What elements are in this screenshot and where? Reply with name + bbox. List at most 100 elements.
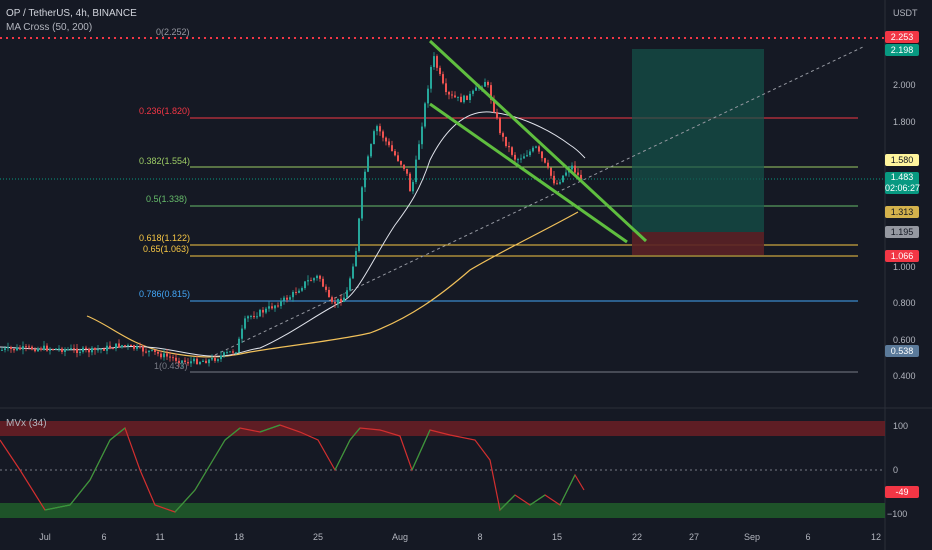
candle-body bbox=[496, 112, 498, 119]
long-position-target-zone[interactable] bbox=[632, 49, 764, 232]
candle-body bbox=[556, 183, 558, 185]
candle-body bbox=[235, 352, 237, 354]
candle-body bbox=[292, 291, 294, 298]
candle-body bbox=[25, 346, 27, 348]
mvx-rising-segment bbox=[44, 504, 71, 511]
candle-body bbox=[238, 338, 240, 353]
candle-body bbox=[298, 290, 300, 293]
fib-label-05: 0.5(1.338) bbox=[146, 194, 188, 204]
price-tick: 1.800 bbox=[893, 117, 916, 127]
candle-body bbox=[571, 165, 573, 170]
candle-body bbox=[253, 315, 255, 318]
time-tick: 12 bbox=[870, 532, 882, 542]
price-tick: 0.400 bbox=[893, 371, 916, 381]
overbought-zone bbox=[0, 421, 885, 436]
candle-body bbox=[547, 162, 549, 168]
candle-body bbox=[115, 343, 117, 349]
mvx-rising-segment bbox=[259, 424, 281, 433]
candle-body bbox=[232, 351, 234, 353]
candle-body bbox=[58, 348, 60, 350]
fib-label-0236: 0.236(1.820) bbox=[139, 106, 191, 116]
candle-body bbox=[184, 360, 186, 363]
candle-body bbox=[355, 251, 357, 267]
candle-body bbox=[145, 351, 147, 353]
candle-body bbox=[1, 349, 3, 351]
candle-body bbox=[31, 346, 33, 350]
candle-body bbox=[106, 345, 108, 351]
candle-body bbox=[553, 175, 555, 184]
symbol-title[interactable]: OP / TetherUS, 4h, BINANCE bbox=[6, 8, 137, 19]
price-tick: 0.800 bbox=[893, 298, 916, 308]
candle-body bbox=[409, 173, 411, 192]
candle-body bbox=[259, 309, 261, 317]
candle-body bbox=[109, 345, 111, 349]
candle-body bbox=[364, 171, 366, 188]
candle-body bbox=[319, 275, 321, 279]
wedge-upper-line[interactable] bbox=[428, 39, 648, 243]
fib-label-065: 0.65(1.063) bbox=[143, 244, 190, 254]
candle-body bbox=[535, 146, 537, 148]
candle-body bbox=[88, 348, 90, 353]
candle-body bbox=[466, 95, 468, 100]
candle-body bbox=[43, 345, 45, 350]
price-tag-low: 0.538 bbox=[885, 345, 919, 357]
price-tag-target: 2.198 bbox=[885, 44, 919, 56]
currency-label: USDT bbox=[893, 8, 918, 18]
osc-value-tag: -49 bbox=[885, 486, 919, 498]
candle-body bbox=[460, 96, 462, 103]
candle-body bbox=[19, 347, 21, 350]
candle-body bbox=[370, 144, 372, 157]
candle-body bbox=[241, 328, 243, 339]
candle-body bbox=[373, 131, 375, 145]
countdown-timer: 02:06:27 bbox=[885, 183, 921, 193]
indicator-label[interactable]: MA Cross (50, 200) bbox=[6, 22, 93, 33]
candle-body bbox=[508, 146, 510, 148]
candle-body bbox=[214, 357, 216, 361]
candle-body bbox=[118, 343, 120, 348]
candle-body bbox=[79, 351, 81, 353]
candle-body bbox=[139, 346, 141, 348]
fib-label-0: 0(2.252) bbox=[156, 27, 190, 37]
candle-body bbox=[304, 281, 306, 289]
candle-body bbox=[187, 362, 189, 364]
candle-body bbox=[265, 308, 267, 313]
candle-body bbox=[433, 56, 435, 67]
oscillator-label[interactable]: MVx (34) bbox=[6, 418, 47, 429]
candle-body bbox=[544, 158, 546, 163]
time-tick: 6 bbox=[101, 532, 107, 542]
candle-body bbox=[220, 355, 222, 360]
candle-body bbox=[562, 175, 564, 183]
candle-body bbox=[541, 151, 543, 159]
candle-body bbox=[190, 361, 192, 364]
candle-body bbox=[22, 346, 24, 350]
candle-body bbox=[64, 349, 66, 352]
ma200-line bbox=[86, 211, 579, 358]
candle-body bbox=[382, 131, 384, 138]
candle-body bbox=[169, 356, 171, 358]
candle-body bbox=[469, 93, 471, 100]
candle-body bbox=[415, 159, 417, 182]
candle-body bbox=[196, 358, 198, 365]
candle-body bbox=[532, 147, 534, 152]
fib-label-0618: 0.618(1.122) bbox=[139, 233, 191, 243]
time-tick: 8 bbox=[477, 532, 483, 542]
fib-label-0382: 0.382(1.554) bbox=[139, 156, 191, 166]
candle-body bbox=[85, 347, 87, 349]
long-position-stop-zone[interactable] bbox=[632, 232, 764, 255]
candle-body bbox=[322, 278, 324, 287]
wedge-lower-line[interactable] bbox=[429, 102, 628, 244]
time-tick: Sep bbox=[743, 532, 761, 542]
candle-body bbox=[448, 92, 450, 95]
candle-body bbox=[376, 126, 378, 132]
candle-body bbox=[133, 345, 135, 349]
candle-body bbox=[379, 126, 381, 132]
candle-body bbox=[199, 361, 201, 365]
candle-body bbox=[142, 346, 144, 352]
candle-body bbox=[124, 345, 126, 347]
ma50-line bbox=[0, 111, 586, 357]
candle-body bbox=[430, 66, 432, 89]
time-tick: 27 bbox=[688, 532, 700, 542]
candle-body bbox=[10, 347, 12, 349]
candle-body bbox=[130, 345, 132, 347]
